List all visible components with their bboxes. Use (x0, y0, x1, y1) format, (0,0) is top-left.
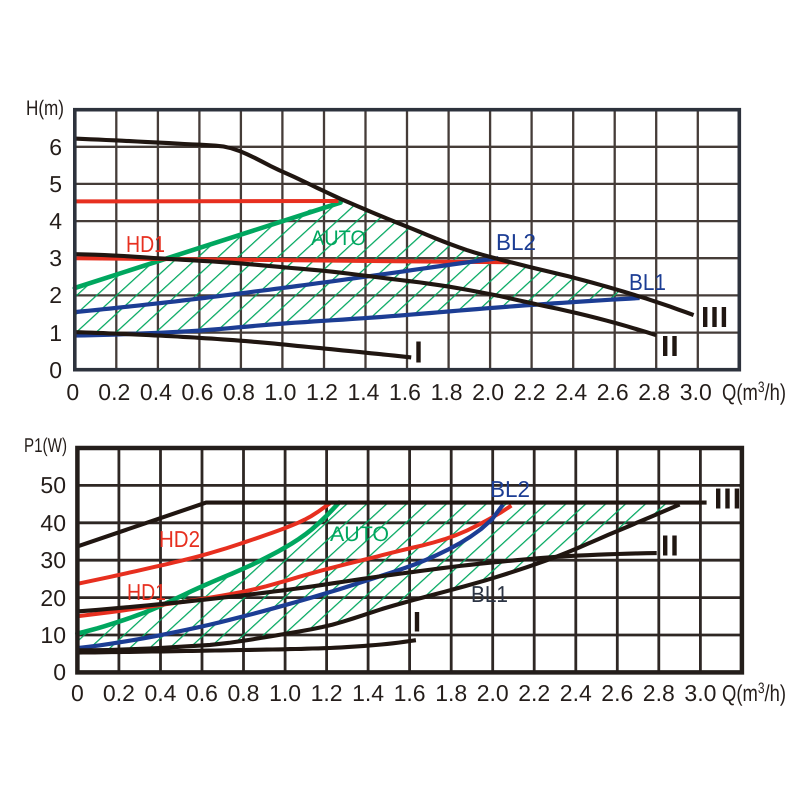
svg-text:1.2: 1.2 (306, 379, 338, 405)
svg-text:2.4: 2.4 (560, 680, 592, 706)
svg-text:1.6: 1.6 (389, 379, 421, 405)
svg-text:6: 6 (49, 134, 62, 160)
svg-text:1.8: 1.8 (435, 680, 467, 706)
svg-text:2.8: 2.8 (643, 680, 675, 706)
svg-text:1.4: 1.4 (348, 379, 380, 405)
svg-text:0.4: 0.4 (145, 680, 177, 706)
svg-text:4: 4 (49, 208, 62, 234)
svg-text:0: 0 (66, 379, 79, 405)
svg-text:P1(W): P1(W) (24, 435, 67, 457)
svg-text:HD1: HD1 (126, 231, 165, 257)
svg-text:2.4: 2.4 (555, 379, 587, 405)
svg-text:0.6: 0.6 (181, 379, 213, 405)
svg-text:40: 40 (40, 510, 66, 536)
svg-text:1.2: 1.2 (311, 680, 343, 706)
svg-text:2.6: 2.6 (597, 379, 629, 405)
svg-text:2.8: 2.8 (638, 379, 670, 405)
svg-text:HD2: HD2 (159, 526, 200, 552)
svg-text:1.0: 1.0 (269, 680, 301, 706)
svg-text:2.2: 2.2 (518, 680, 550, 706)
svg-text:BL2: BL2 (490, 476, 530, 502)
svg-text:1.6: 1.6 (394, 680, 426, 706)
svg-text:0: 0 (49, 357, 62, 383)
svg-text:3.0: 3.0 (684, 680, 716, 706)
svg-text:1.4: 1.4 (352, 680, 384, 706)
svg-text:0.2: 0.2 (103, 680, 135, 706)
svg-text:BL2: BL2 (496, 229, 536, 255)
svg-text:0: 0 (71, 680, 84, 706)
svg-text:2.0: 2.0 (477, 680, 509, 706)
svg-text:HD1: HD1 (127, 579, 166, 605)
svg-text:0.8: 0.8 (223, 379, 255, 405)
svg-text:2.2: 2.2 (514, 379, 546, 405)
svg-text:20: 20 (40, 585, 66, 611)
svg-text:2.6: 2.6 (601, 680, 633, 706)
svg-text:1.0: 1.0 (264, 379, 296, 405)
svg-text:50: 50 (40, 472, 66, 498)
svg-text:2.0: 2.0 (472, 379, 504, 405)
svg-text:BL1: BL1 (471, 581, 508, 607)
svg-text:AUTO: AUTO (311, 227, 366, 250)
svg-text:Q(m3/h): Q(m3/h) (722, 379, 786, 405)
svg-text:30: 30 (40, 547, 66, 573)
svg-text:5: 5 (49, 171, 62, 197)
svg-text:0.6: 0.6 (186, 680, 218, 706)
svg-text:1: 1 (49, 320, 62, 346)
svg-text:AUTO: AUTO (330, 523, 389, 546)
svg-text:10: 10 (40, 622, 66, 648)
svg-text:3: 3 (49, 245, 62, 271)
svg-text:BL1: BL1 (629, 269, 666, 295)
svg-text:H(m): H(m) (26, 97, 64, 120)
svg-text:0.2: 0.2 (98, 379, 130, 405)
svg-text:Q(m3/h): Q(m3/h) (722, 680, 786, 706)
svg-text:0.8: 0.8 (228, 680, 260, 706)
svg-text:1.8: 1.8 (431, 379, 463, 405)
svg-text:3.0: 3.0 (680, 379, 712, 405)
svg-text:0.4: 0.4 (140, 379, 172, 405)
svg-text:2: 2 (49, 282, 62, 308)
svg-text:0: 0 (53, 659, 66, 685)
